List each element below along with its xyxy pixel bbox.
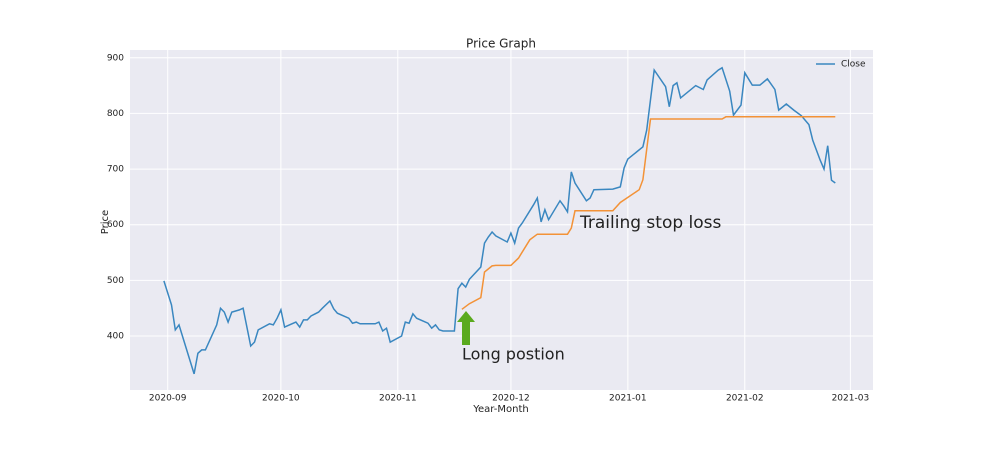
annotation: Trailing stop loss <box>579 213 722 233</box>
y-tick-label: 400 <box>107 332 124 342</box>
plot-area <box>130 50 873 390</box>
x-tick-label: 2021-02 <box>726 394 764 404</box>
y-tick-label: 800 <box>107 109 124 119</box>
y-axis-label: Price <box>100 210 111 234</box>
x-tick-label: 2020-12 <box>492 394 530 404</box>
line <box>461 116 836 310</box>
x-tick-label: 2021-01 <box>609 394 647 404</box>
annotation: Long postion <box>462 345 565 364</box>
y-tick-label: 700 <box>107 165 124 175</box>
line <box>163 66 836 375</box>
y-tick-label: 600 <box>107 220 124 230</box>
x-tick-label: 2021-03 <box>832 394 870 404</box>
y-tick-label: 900 <box>107 53 124 63</box>
x-tick-label: 2020-10 <box>262 394 300 404</box>
x-tick-label: 2020-11 <box>379 394 417 404</box>
y-tick-label: 500 <box>107 276 124 286</box>
legend-label: Close <box>841 60 866 70</box>
x-tick-label: 2020-09 <box>149 394 187 404</box>
x-axis-label: Year-Month <box>472 404 528 415</box>
chart-title: Price Graph <box>466 37 536 51</box>
arrow <box>457 311 475 345</box>
